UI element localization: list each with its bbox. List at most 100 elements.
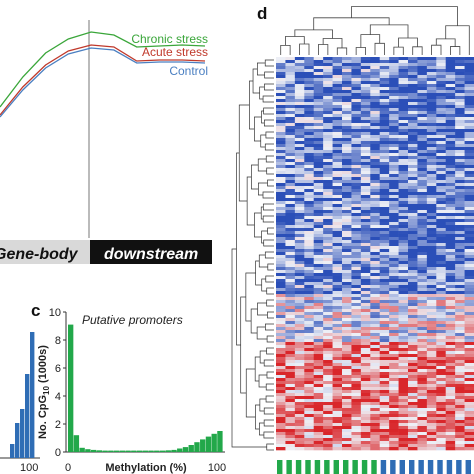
heatmap-cell	[360, 171, 371, 175]
heatmap-cell	[276, 237, 286, 241]
heatmap-cell	[304, 294, 315, 298]
heatmap-cell	[332, 156, 343, 160]
heatmap-cell	[408, 351, 418, 355]
heatmap-cell	[294, 99, 305, 103]
heatmap-cell	[445, 336, 456, 340]
heatmap-cell	[304, 249, 315, 253]
heatmap-cell	[294, 192, 305, 196]
heatmap-cell	[408, 333, 418, 337]
group-color-tile	[295, 460, 302, 474]
heatmap-cell	[313, 408, 324, 412]
heatmap-cell	[464, 261, 474, 265]
heatmap-cell	[436, 180, 447, 184]
heatmap-cell	[285, 309, 296, 313]
heatmap-cell	[276, 444, 286, 448]
heatmap-cell	[455, 81, 465, 85]
heatmap-cell	[455, 117, 465, 121]
heatmap-cell	[464, 408, 474, 412]
heatmap-cell	[304, 153, 315, 157]
heatmap-cell	[398, 435, 409, 439]
heatmap-cell	[360, 426, 371, 430]
heatmap-cell	[285, 123, 296, 127]
heatmap-cell	[294, 369, 305, 373]
heatmap-cell	[342, 96, 352, 100]
heatmap-cell	[426, 267, 437, 271]
heatmap-cell	[294, 57, 305, 61]
heatmap-cell	[294, 312, 305, 316]
heatmap-cell	[426, 63, 437, 67]
heatmap-cell	[351, 390, 362, 394]
heatmap-cell	[294, 150, 305, 154]
heatmap-cell	[379, 267, 390, 271]
heatmap-cell	[360, 363, 371, 367]
heatmap-cell	[417, 174, 428, 178]
heatmap-cell	[398, 165, 409, 169]
panel-c-bar	[171, 449, 177, 452]
heatmap-cell	[408, 381, 418, 385]
heatmap-cell	[408, 201, 418, 205]
heatmap-cell	[294, 105, 305, 109]
heatmap-cell	[285, 213, 296, 217]
heatmap-cell	[342, 138, 352, 142]
heatmap-cell	[417, 330, 428, 334]
heatmap-cell	[285, 366, 296, 370]
heatmap-cell	[417, 285, 428, 289]
heatmap-cell	[332, 366, 343, 370]
heatmap-cell	[426, 141, 437, 145]
heatmap-cell	[360, 72, 371, 76]
heatmap-cell	[398, 66, 409, 70]
heatmap-cell	[464, 57, 474, 61]
heatmap-cell	[426, 75, 437, 79]
heatmap-cell	[304, 276, 315, 280]
heatmap-cell	[351, 105, 362, 109]
heatmap-cell	[276, 294, 286, 298]
group-color-tile	[314, 460, 321, 474]
heatmap-cell	[389, 441, 399, 445]
heatmap-cell	[360, 192, 371, 196]
heatmap-cell	[351, 435, 362, 439]
heatmap-cell	[445, 102, 456, 106]
heatmap-cell	[436, 354, 447, 358]
heatmap-cell	[323, 159, 333, 163]
heatmap-cell	[455, 444, 465, 448]
heatmap-cell	[285, 387, 296, 391]
heatmap-cell	[370, 225, 381, 229]
heatmap-cell	[276, 201, 286, 205]
dendrogram-branch	[267, 263, 274, 271]
heatmap-cell	[342, 171, 352, 175]
heatmap-cell	[389, 213, 399, 217]
heatmap-cell	[285, 264, 296, 268]
heatmap-cell	[389, 234, 399, 238]
heatmap-cell	[464, 300, 474, 304]
heatmap-cell	[360, 204, 371, 208]
heatmap-cell	[342, 126, 352, 130]
heatmap-cell	[464, 69, 474, 73]
heatmap-cell	[313, 441, 324, 445]
heatmap-cell	[304, 270, 315, 274]
heatmap-cell	[304, 204, 315, 208]
heatmap-cell	[408, 216, 418, 220]
heatmap-cell	[464, 402, 474, 406]
heatmap-cell	[360, 315, 371, 319]
heatmap-cell	[294, 171, 305, 175]
heatmap-cell	[332, 126, 343, 130]
heatmap-cell	[398, 438, 409, 442]
heatmap-cell	[304, 219, 315, 223]
heatmap-cell	[398, 225, 409, 229]
heatmap-cell	[323, 237, 333, 241]
heatmap-cell	[398, 252, 409, 256]
heatmap-cell	[408, 240, 418, 244]
heatmap-cell	[389, 258, 399, 262]
heatmap-cell	[436, 150, 447, 154]
heatmap-cell	[379, 129, 390, 133]
heatmap-cell	[426, 294, 437, 298]
heatmap-cell	[408, 57, 418, 61]
heatmap-cell	[426, 381, 437, 385]
heatmap-cell	[445, 408, 456, 412]
heatmap-cell	[323, 399, 333, 403]
heatmap-cell	[276, 255, 286, 259]
heatmap-cell	[294, 264, 305, 268]
heatmap-cell	[436, 360, 447, 364]
heatmap-cell	[417, 444, 428, 448]
heatmap-cell	[436, 393, 447, 397]
